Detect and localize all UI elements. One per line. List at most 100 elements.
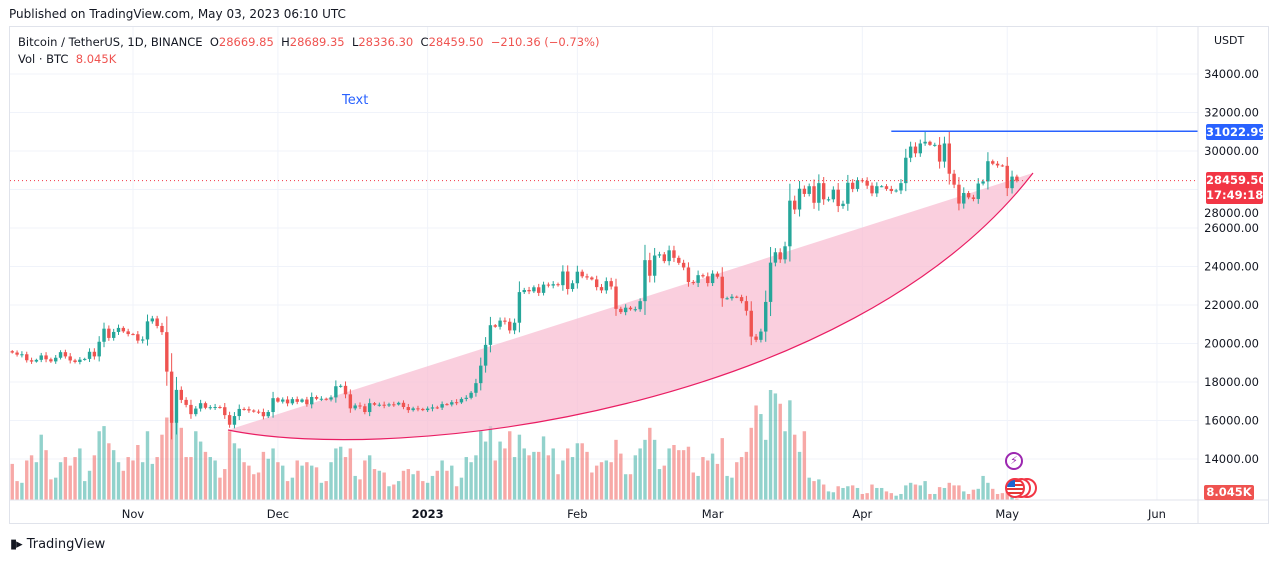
volume-bar (237, 448, 241, 500)
candle-body (879, 186, 884, 188)
candle-body (83, 358, 87, 360)
candle-body (918, 143, 922, 154)
volume-bar (169, 410, 174, 500)
volume-bar (102, 426, 106, 500)
candle-body (372, 403, 377, 405)
volume-bar (401, 470, 406, 500)
candle-body (604, 281, 609, 291)
candle-body (247, 409, 251, 411)
candle-body (773, 252, 778, 263)
candle-body (440, 404, 444, 408)
candle-body (160, 325, 164, 333)
candles (10, 131, 1019, 440)
candle-body (198, 403, 203, 409)
volume-bar (218, 477, 222, 500)
candle-body (768, 262, 773, 302)
candle-body (517, 292, 522, 323)
candle-body (252, 410, 256, 412)
volume-bar (29, 455, 34, 500)
candle-body (392, 404, 396, 406)
volume-bar (870, 484, 874, 500)
tradingview-footer[interactable]: ▮▸ TradingView (10, 537, 105, 552)
candle-body (913, 146, 918, 154)
candle-body (334, 386, 338, 398)
currency-label[interactable]: USDT (1214, 34, 1245, 47)
volume-bar (1015, 498, 1019, 500)
candle-body (338, 385, 343, 387)
us-economic-events-icon[interactable] (1003, 477, 1039, 499)
candle-body (889, 188, 894, 192)
volume-bar (493, 460, 497, 500)
volume-bar (425, 482, 430, 500)
volume-bar (111, 450, 116, 500)
hline-price-badge: 31022.99 (1206, 124, 1267, 140)
volume-bar (58, 462, 63, 500)
candle-body (831, 189, 836, 200)
candle-body (25, 354, 29, 361)
candle-body (677, 257, 681, 263)
candle-body (710, 273, 715, 284)
volume-bar (334, 448, 338, 500)
candle-body (720, 276, 724, 299)
candle-body (459, 398, 464, 403)
volume-bar (165, 417, 169, 500)
volume-bar (986, 482, 990, 500)
volume-bar (54, 477, 58, 500)
volume-bar (759, 414, 763, 500)
candle-body (242, 408, 246, 410)
brand-name: TradingView (26, 537, 106, 552)
candle-body (657, 254, 662, 256)
last-price: 28459.50 (1206, 173, 1267, 187)
candle-body (169, 371, 174, 423)
time-tick-label: Dec (267, 507, 289, 521)
volume-bar (788, 400, 792, 500)
candle-body (739, 297, 744, 302)
volume-bar (638, 448, 642, 500)
candle-body (522, 289, 526, 293)
text-drawing[interactable]: Text (342, 93, 369, 108)
arc-curve (227, 172, 1034, 441)
candle-body (237, 408, 241, 417)
candle-body (256, 411, 261, 413)
candle-body (469, 392, 473, 398)
lightning-event-icon[interactable]: ⚡ (1005, 452, 1023, 470)
candle-body (401, 402, 406, 408)
symbol-title[interactable]: Bitcoin / TetherUS, 1D, BINANCE (18, 35, 203, 49)
candle-body (503, 320, 507, 322)
candle-body (532, 287, 536, 292)
volume-bar (884, 491, 889, 500)
volume-bar (865, 493, 869, 500)
volume-bar (623, 474, 628, 500)
candle-body (826, 199, 831, 201)
candle-body (111, 331, 116, 338)
volume-bar (285, 481, 290, 500)
volume-bar (150, 463, 155, 500)
volume-label[interactable]: Vol · BTC (18, 52, 69, 66)
candle-body (561, 271, 565, 286)
volume-bar (68, 465, 72, 500)
countdown: 17:49:18 (1206, 188, 1264, 202)
candle-body (546, 284, 551, 286)
candle-body (39, 355, 43, 360)
candle-body (730, 296, 734, 299)
volume-bar (585, 451, 589, 500)
volume-bar (290, 477, 295, 500)
volume-bar (435, 470, 439, 500)
volume-bar (343, 457, 348, 500)
volume-bar (479, 431, 483, 500)
volume-bar (821, 484, 826, 500)
open-value: 28669.85 (218, 35, 274, 49)
candle-body (107, 328, 111, 338)
candle-body (846, 182, 850, 204)
volume-bar (329, 462, 333, 500)
volume-bar (184, 457, 188, 500)
candle-body (425, 408, 430, 411)
last-price-badge: 28459.50 17:49:18 (1206, 172, 1267, 204)
candle-body (541, 284, 546, 293)
candle-body (421, 408, 425, 411)
candle-body (329, 397, 333, 400)
candle-body (300, 399, 304, 402)
volume-bar (735, 462, 739, 500)
volume-bar (227, 431, 232, 500)
